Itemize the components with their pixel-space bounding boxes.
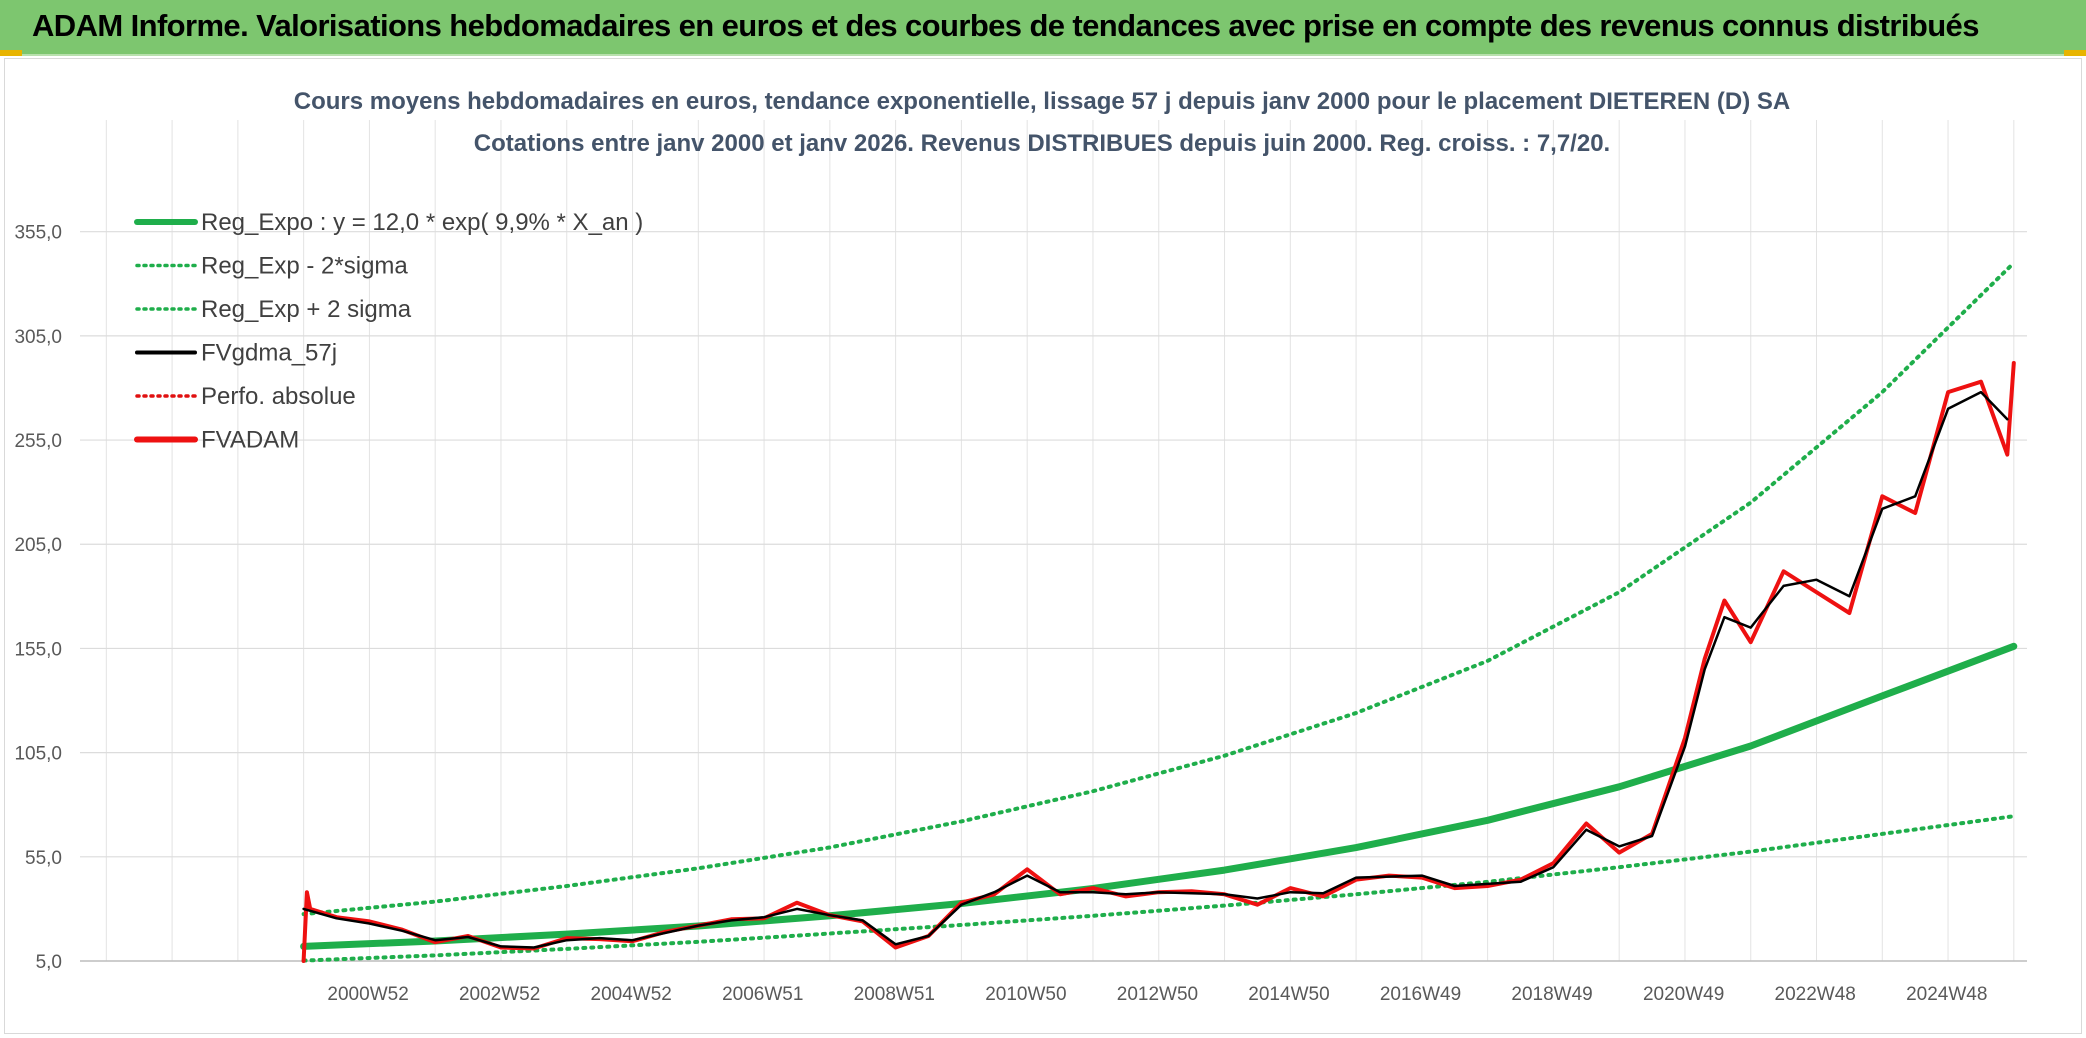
banner-corner-right: [2064, 50, 2086, 56]
report-title: ADAM Informe. Valorisations hebdomadaire…: [32, 8, 1979, 43]
legend-label: Reg_Exp + 2 sigma: [201, 296, 412, 323]
x-tick-label: 2014W50: [1248, 984, 1329, 1005]
plot-area: [300, 260, 2018, 963]
y-tick-label: 205,0: [14, 535, 62, 556]
x-tick-label: 2002W52: [459, 984, 540, 1005]
x-tick-label: 2000W52: [327, 984, 408, 1005]
y-tick-label: 55,0: [25, 848, 62, 869]
legend-label: Perfo. absolue: [201, 383, 356, 410]
x-tick-label: 2006W51: [722, 984, 803, 1005]
y-tick-label: 105,0: [14, 744, 62, 765]
legend: Reg_Expo : y = 12,0 * exp( 9,9% * X_an )…: [134, 209, 643, 454]
legend-label: FVADAM: [201, 427, 299, 454]
x-axis: 2000W52 2002W52 2004W52 2006W51 2008W51 2010W…: [327, 984, 1987, 1005]
y-tick-label: 305,0: [14, 327, 62, 348]
y-tick-label: 155,0: [14, 639, 62, 660]
x-tick-label: 2022W48: [1775, 984, 1856, 1005]
x-tick-label: 2008W51: [854, 984, 935, 1005]
legend-label: Reg_Exp - 2*sigma: [201, 253, 408, 280]
legend-label: Reg_Expo : y = 12,0 * exp( 9,9% * X_an ): [201, 209, 643, 236]
x-tick-label: 2012W50: [1117, 984, 1198, 1005]
y-tick-label: 5,0: [36, 952, 62, 973]
legend-label: FVgdma_57j: [201, 340, 337, 367]
chart-title: Cours moyens hebdomadaires en euros, ten…: [294, 88, 1790, 115]
y-tick-label: 255,0: [14, 431, 62, 452]
grid: [80, 120, 2027, 962]
x-tick-label: 2010W50: [985, 984, 1066, 1005]
banner-corner-left: [0, 50, 22, 56]
moving-average-line: [302, 390, 2009, 949]
x-tick-label: 2018W49: [1511, 984, 1592, 1005]
y-tick-label: 355,0: [14, 223, 62, 244]
x-tick-label: 2020W49: [1643, 984, 1724, 1005]
x-tick-label: 2004W52: [591, 984, 672, 1005]
chart-frame: [4, 58, 2082, 1034]
report-banner: ADAM Informe. Valorisations hebdomadaire…: [0, 0, 2086, 56]
x-tick-label: 2024W48: [1906, 984, 1987, 1005]
chart-subtitle: Cotations entre janv 2000 et janv 2026. …: [474, 130, 1610, 157]
y-axis: 355,0 305,0 255,0 205,0 155,0 105,0 55,0 5,0: [14, 223, 62, 973]
lower-band-line: [301, 814, 2016, 963]
x-tick-label: 2016W49: [1380, 984, 1461, 1005]
regression-line: [300, 642, 2018, 950]
upper-band-line: [301, 260, 2016, 917]
